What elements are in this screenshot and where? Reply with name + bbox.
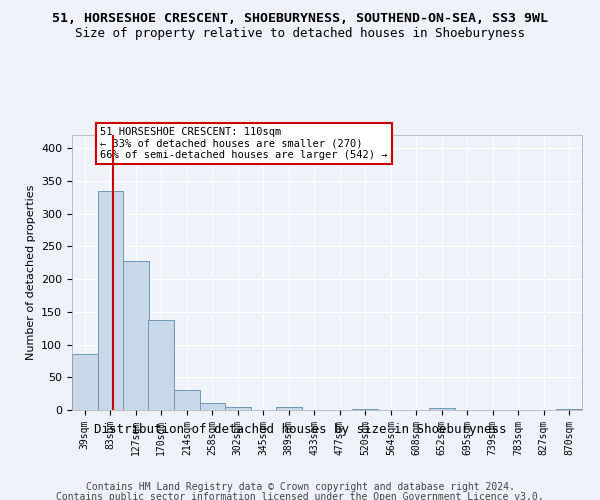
- Text: Size of property relative to detached houses in Shoeburyness: Size of property relative to detached ho…: [75, 28, 525, 40]
- Bar: [148, 320, 174, 410]
- Bar: [225, 408, 251, 410]
- Bar: [98, 190, 123, 410]
- Bar: [72, 354, 98, 410]
- Bar: [200, 404, 225, 410]
- Text: Distribution of detached houses by size in Shoeburyness: Distribution of detached houses by size …: [94, 422, 506, 436]
- Bar: [429, 408, 455, 410]
- Text: Contains HM Land Registry data © Crown copyright and database right 2024.: Contains HM Land Registry data © Crown c…: [86, 482, 514, 492]
- Bar: [276, 408, 302, 410]
- Text: 51 HORSESHOE CRESCENT: 110sqm
← 33% of detached houses are smaller (270)
66% of : 51 HORSESHOE CRESCENT: 110sqm ← 33% of d…: [100, 126, 388, 160]
- Bar: [123, 260, 149, 410]
- Text: 51, HORSESHOE CRESCENT, SHOEBURYNESS, SOUTHEND-ON-SEA, SS3 9WL: 51, HORSESHOE CRESCENT, SHOEBURYNESS, SO…: [52, 12, 548, 26]
- Bar: [174, 390, 200, 410]
- Text: Contains public sector information licensed under the Open Government Licence v3: Contains public sector information licen…: [56, 492, 544, 500]
- Y-axis label: Number of detached properties: Number of detached properties: [26, 185, 35, 360]
